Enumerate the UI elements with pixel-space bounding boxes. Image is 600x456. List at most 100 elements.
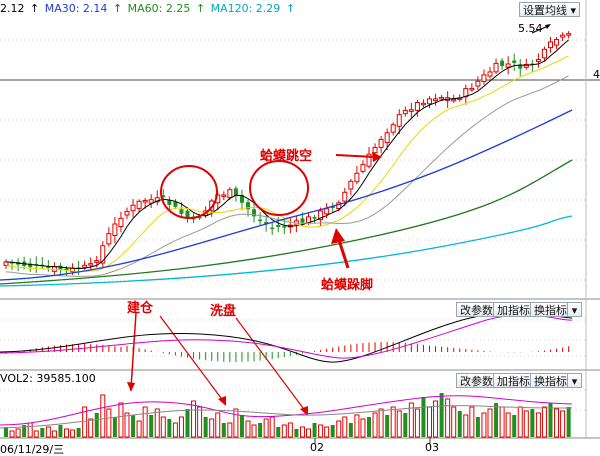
chevron-down-icon: ▾ — [570, 4, 577, 17]
volume-bar-up — [172, 422, 178, 438]
candle-up — [88, 263, 94, 266]
candle-up — [318, 210, 324, 221]
volume-bar-down — [512, 415, 517, 437]
candle-up — [541, 48, 547, 59]
volume-bar-down — [367, 417, 371, 437]
volume-bar-up — [142, 406, 148, 438]
macd-change-params-button[interactable]: 改参数 — [456, 302, 497, 317]
candle-down — [518, 64, 523, 69]
volume-bar-down — [149, 415, 154, 437]
volume-bar-up — [306, 428, 311, 438]
volume-bar-up — [469, 406, 475, 438]
ma120-legend: MA120: 2.29 — [210, 2, 281, 15]
volume-bar-up — [287, 422, 293, 438]
candle-up — [535, 59, 541, 62]
volume-bar-down — [221, 423, 226, 437]
candle-up — [324, 208, 330, 215]
volume-bar-down — [58, 425, 63, 437]
candle-up — [148, 199, 154, 204]
volume-bar-up — [481, 412, 487, 438]
candle-up — [475, 80, 481, 87]
volume-bar-up — [505, 412, 511, 438]
macd-add-indicator-button[interactable]: 加指标 — [493, 302, 534, 317]
candle-down — [46, 266, 51, 268]
volume-bar-up — [209, 418, 215, 438]
volume-bar-down — [112, 417, 117, 437]
candle-down — [161, 195, 166, 198]
candle-up — [142, 200, 148, 203]
gap-annotation: 蛤蟆跳空 — [260, 149, 313, 164]
candle-up — [560, 34, 566, 38]
candle-up — [342, 191, 348, 202]
volume-bar-up — [487, 408, 493, 438]
volume-bar-down — [239, 415, 244, 437]
volume-bar-up — [15, 428, 21, 438]
volume-bar-up — [197, 406, 203, 438]
volume-ma-line — [0, 395, 573, 426]
volume-bar-up — [233, 408, 239, 438]
volume-bar-up — [360, 418, 366, 438]
volume-bar-up — [342, 416, 348, 438]
candle-up — [378, 138, 384, 148]
vol-menu-button[interactable]: ▾ — [567, 373, 582, 388]
volume-bar-up — [554, 408, 560, 438]
candle-up — [227, 189, 233, 199]
vol-switch-indicator-button[interactable]: 换指标 — [530, 373, 571, 388]
gap-arrow — [335, 154, 376, 158]
candle-down — [58, 265, 63, 270]
candle-down — [264, 222, 269, 225]
volume-bar-up — [178, 416, 184, 438]
candle-down — [239, 194, 244, 203]
volume-bar-up — [118, 402, 124, 438]
set-ma-button[interactable]: 设置均线 ▾ — [519, 2, 581, 17]
volume-bar-up — [523, 410, 529, 438]
volume-bar-down — [22, 425, 27, 437]
volume-bar-down — [494, 403, 499, 437]
month-03-label: 03 — [425, 441, 439, 454]
volume-bar-down — [348, 423, 353, 437]
candle-down — [28, 263, 33, 268]
volume-bar-down — [276, 427, 281, 437]
volume-bar-up — [269, 416, 275, 438]
candle-up — [487, 71, 493, 77]
candle-up — [523, 63, 529, 68]
candle-down — [167, 199, 172, 205]
vol-change-params-button[interactable]: 改参数 — [456, 373, 497, 388]
candle-up — [390, 124, 396, 133]
candle-down — [300, 218, 305, 223]
volume-bar-down — [294, 429, 299, 437]
macd-menu-button[interactable]: ▾ — [567, 302, 582, 317]
candle-up — [366, 153, 372, 167]
ma30-legend: MA30: 2.14 — [44, 2, 108, 15]
volume-bar-down — [76, 428, 81, 437]
volume-ma-line-2 — [0, 405, 573, 429]
volume-bar-up — [517, 406, 523, 438]
volume-bar-down — [330, 425, 335, 437]
volume-bar-down — [548, 403, 553, 437]
up-arrow-icon: ↑ — [112, 2, 123, 15]
macd-switch-indicator-button[interactable]: 换指标 — [530, 302, 571, 317]
candle-up — [136, 200, 142, 209]
ma20-legend: 2.12 — [0, 2, 25, 15]
candle-up — [221, 194, 227, 197]
volume-bar-up — [263, 418, 269, 438]
candle-up — [106, 233, 112, 245]
volume-bar-up — [251, 424, 257, 438]
date-start-label: 06/11/29/三 — [0, 443, 65, 456]
candle-up — [493, 62, 499, 73]
candle-up — [372, 146, 378, 154]
candle-up — [548, 41, 553, 49]
ma10-line — [5, 55, 569, 272]
volume-bar-down — [421, 397, 426, 437]
volume-bar-down — [94, 413, 99, 437]
candle-up — [505, 63, 511, 68]
volume-bar-down — [457, 411, 462, 437]
macd-dea-line — [0, 314, 573, 359]
vol-add-indicator-button[interactable]: 加指标 — [493, 373, 534, 388]
candle-down — [282, 226, 287, 228]
volume-bar-up — [51, 430, 57, 438]
volume-bar-down — [312, 423, 317, 437]
volume-bar-up — [354, 414, 360, 438]
candle-up — [112, 223, 118, 236]
